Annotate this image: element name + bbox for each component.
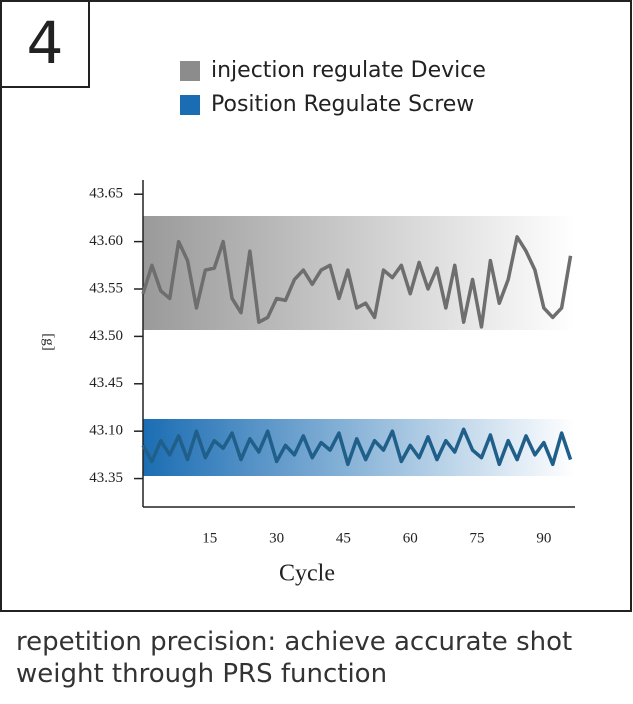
caption: repetition precision: achieve accurate s… xyxy=(16,626,572,690)
caption-line: repetition precision: achieve accurate s… xyxy=(16,627,573,657)
x-tick-label: 45 xyxy=(336,530,351,546)
series-line xyxy=(141,235,573,329)
frame xyxy=(0,0,632,612)
x-tick-label: 60 xyxy=(403,530,418,546)
y-tick-label: 43.35 xyxy=(89,470,123,486)
y-tick-label: 43.45 xyxy=(89,375,123,391)
legend-swatch xyxy=(180,61,200,81)
y-tick-label: 43.60 xyxy=(89,233,123,249)
x-tick-label: 90 xyxy=(536,530,551,546)
badge-box xyxy=(0,0,90,88)
legend-swatch xyxy=(180,95,200,115)
legend-label: Position Regulate Screw xyxy=(211,92,474,117)
caption-line: weight through PRS function xyxy=(16,659,388,689)
x-tick-label: 15 xyxy=(202,530,217,546)
x-axis-label: Cycle xyxy=(279,561,335,587)
y-tick-label: 43.65 xyxy=(89,186,123,202)
range-band xyxy=(143,216,575,330)
y-tick-label: 43.50 xyxy=(89,328,123,344)
y-axis-label: [g] xyxy=(41,333,57,351)
x-tick-label: 30 xyxy=(269,530,284,546)
series-line xyxy=(141,427,573,467)
y-tick-label: 43.10 xyxy=(89,423,123,439)
x-tick-label: 75 xyxy=(470,530,485,546)
y-tick-label: 43.55 xyxy=(89,280,123,296)
legend-label: injection regulate Device xyxy=(211,58,486,83)
badge: 4 xyxy=(27,9,64,77)
